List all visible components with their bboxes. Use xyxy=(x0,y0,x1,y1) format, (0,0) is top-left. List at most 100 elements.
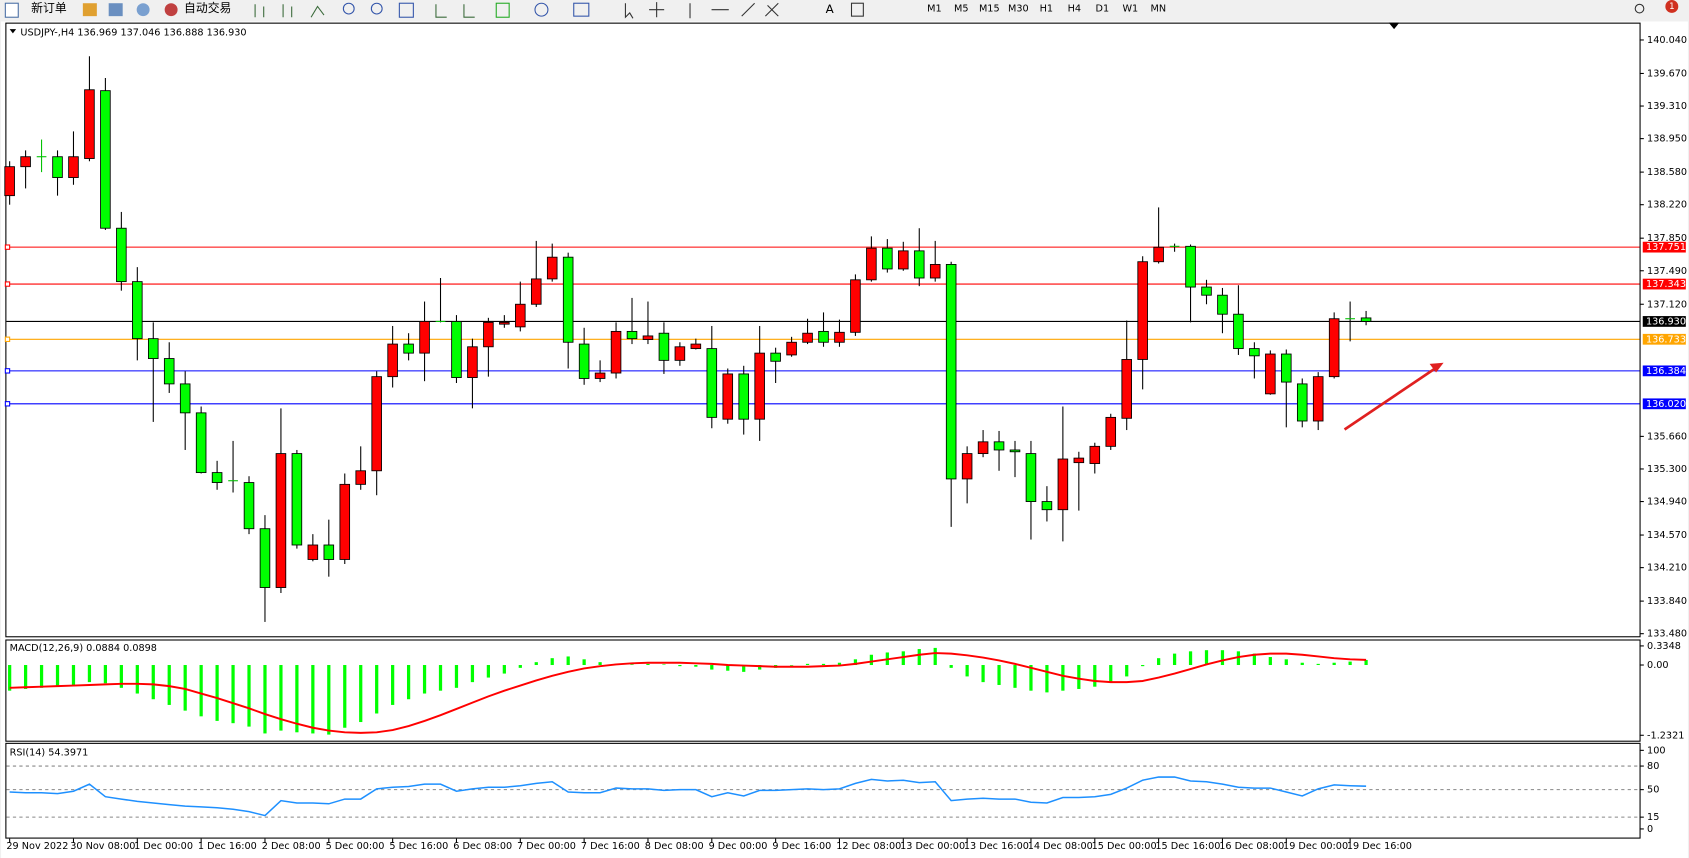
y-tick-label: 139.310 xyxy=(1647,101,1687,112)
zoom-out-icon[interactable] xyxy=(370,2,383,15)
macd-bar xyxy=(1125,665,1129,677)
macd-bar xyxy=(183,665,187,711)
price-line-tag xyxy=(1642,333,1686,345)
y-tick-label: 138.580 xyxy=(1647,167,1687,178)
data-window-icon[interactable] xyxy=(136,3,150,17)
chart-type-icons[interactable] xyxy=(254,4,325,18)
candle-body xyxy=(403,343,414,354)
templates-icon[interactable] xyxy=(573,2,590,17)
rsi-line xyxy=(9,776,1367,817)
auto-trading-button[interactable]: 自动交易 xyxy=(184,1,231,15)
macd-bar xyxy=(87,665,92,683)
candle-body xyxy=(546,256,558,280)
candle-body xyxy=(866,247,877,281)
x-tick-label: 5 Dec 16:00 xyxy=(389,841,448,852)
candle-body xyxy=(1057,458,1069,511)
x-tick-label: 14 Dec 08:00 xyxy=(1028,841,1093,852)
candle-body xyxy=(467,346,478,378)
timeframe-button[interactable]: W1 xyxy=(1122,4,1138,15)
macd-bar xyxy=(1141,665,1145,667)
notification-count: 1 xyxy=(1669,2,1674,12)
auto-trading-icon[interactable] xyxy=(164,3,178,17)
macd-bar xyxy=(758,665,762,670)
macd-bar xyxy=(1172,653,1177,666)
chart-shift-marker[interactable] xyxy=(1388,22,1400,30)
candle-body xyxy=(100,90,111,229)
price-line-label: 136.020 xyxy=(1646,399,1686,410)
candle-body xyxy=(1217,294,1228,315)
macd-bar xyxy=(598,662,602,666)
tile-icon[interactable] xyxy=(398,2,414,18)
macd-bar xyxy=(566,656,570,666)
macd-bar xyxy=(1364,659,1368,666)
timeframe-button[interactable]: H1 xyxy=(1040,4,1053,15)
macd-bar xyxy=(119,665,123,688)
timeframe-button[interactable]: M15 xyxy=(979,4,1000,15)
macd-bar xyxy=(391,665,395,705)
y-tick-label: 134.940 xyxy=(1647,497,1687,508)
candle-body xyxy=(850,279,861,333)
timeframe-button[interactable]: MN xyxy=(1151,4,1167,15)
x-tick-label: 1 Dec 16:00 xyxy=(198,841,257,852)
text-label-icon[interactable] xyxy=(850,2,864,17)
new-order-icon[interactable] xyxy=(4,2,19,18)
candle-body xyxy=(690,343,702,350)
notification-badge[interactable] xyxy=(1665,0,1679,13)
y-tick-label: 133.480 xyxy=(1647,629,1687,640)
candle-body xyxy=(339,483,351,560)
candle-body xyxy=(243,482,255,530)
candle-body xyxy=(387,343,398,378)
price-line-tag xyxy=(1642,316,1686,327)
navigator-icon[interactable] xyxy=(108,3,123,17)
macd-bar xyxy=(646,663,650,666)
macd-bar xyxy=(343,665,347,728)
candle-body xyxy=(1089,445,1101,464)
candle-body xyxy=(1105,416,1117,447)
macd-bar xyxy=(1220,650,1225,666)
periods-icon[interactable] xyxy=(534,2,549,17)
candle-body xyxy=(706,348,718,418)
new-order-button[interactable]: 新订单 xyxy=(31,1,67,15)
timeframe-button[interactable]: M30 xyxy=(1008,4,1029,15)
macd-bar xyxy=(1316,663,1320,666)
timeframe-button[interactable]: M1 xyxy=(927,4,942,15)
candle-body xyxy=(898,250,909,270)
drawing-tools[interactable] xyxy=(624,2,779,19)
rsi-panel xyxy=(5,742,1641,839)
macd-bar xyxy=(23,665,28,689)
macd-bar xyxy=(534,662,538,666)
rsi-title: RSI(14) 54.3971 xyxy=(10,747,89,758)
macd-bar xyxy=(1188,651,1193,666)
indicators-icon[interactable] xyxy=(495,2,510,18)
market-watch-icon[interactable] xyxy=(82,3,97,17)
chart-window xyxy=(1,21,1688,858)
x-tick-label: 19 Dec 00:00 xyxy=(1283,841,1348,852)
text-tool[interactable]: A xyxy=(826,2,834,16)
candle-body xyxy=(1073,457,1085,464)
macd-bar xyxy=(199,665,203,717)
y-tick-label: 80 xyxy=(1647,761,1659,772)
price-line-label: 136.384 xyxy=(1646,366,1686,377)
price-line-label: 136.733 xyxy=(1646,334,1686,345)
candle-body xyxy=(483,321,494,348)
search-icon[interactable] xyxy=(1634,3,1645,14)
y-tick-label: 135.660 xyxy=(1647,431,1687,442)
y-tick-label: 134.210 xyxy=(1647,563,1687,574)
x-tick-label: 29 Nov 2022 xyxy=(6,841,68,852)
scroll-icons[interactable] xyxy=(435,4,475,18)
candle-body xyxy=(116,227,127,283)
candle-body xyxy=(307,544,319,560)
title-marker xyxy=(9,29,17,34)
macd-bar xyxy=(1061,665,1065,691)
line-anchor xyxy=(4,336,11,342)
candle-body xyxy=(1137,261,1148,360)
zoom-in-icon[interactable] xyxy=(342,2,355,15)
macd-bar xyxy=(997,665,1001,685)
timeframe-button[interactable]: M5 xyxy=(954,4,969,15)
macd-bar xyxy=(550,658,554,666)
timeframe-button[interactable]: H4 xyxy=(1068,4,1081,15)
price-line-label: 136.930 xyxy=(1646,316,1686,327)
line-anchor xyxy=(4,401,11,407)
macd-bar xyxy=(630,664,634,666)
timeframe-button[interactable]: D1 xyxy=(1096,4,1110,15)
